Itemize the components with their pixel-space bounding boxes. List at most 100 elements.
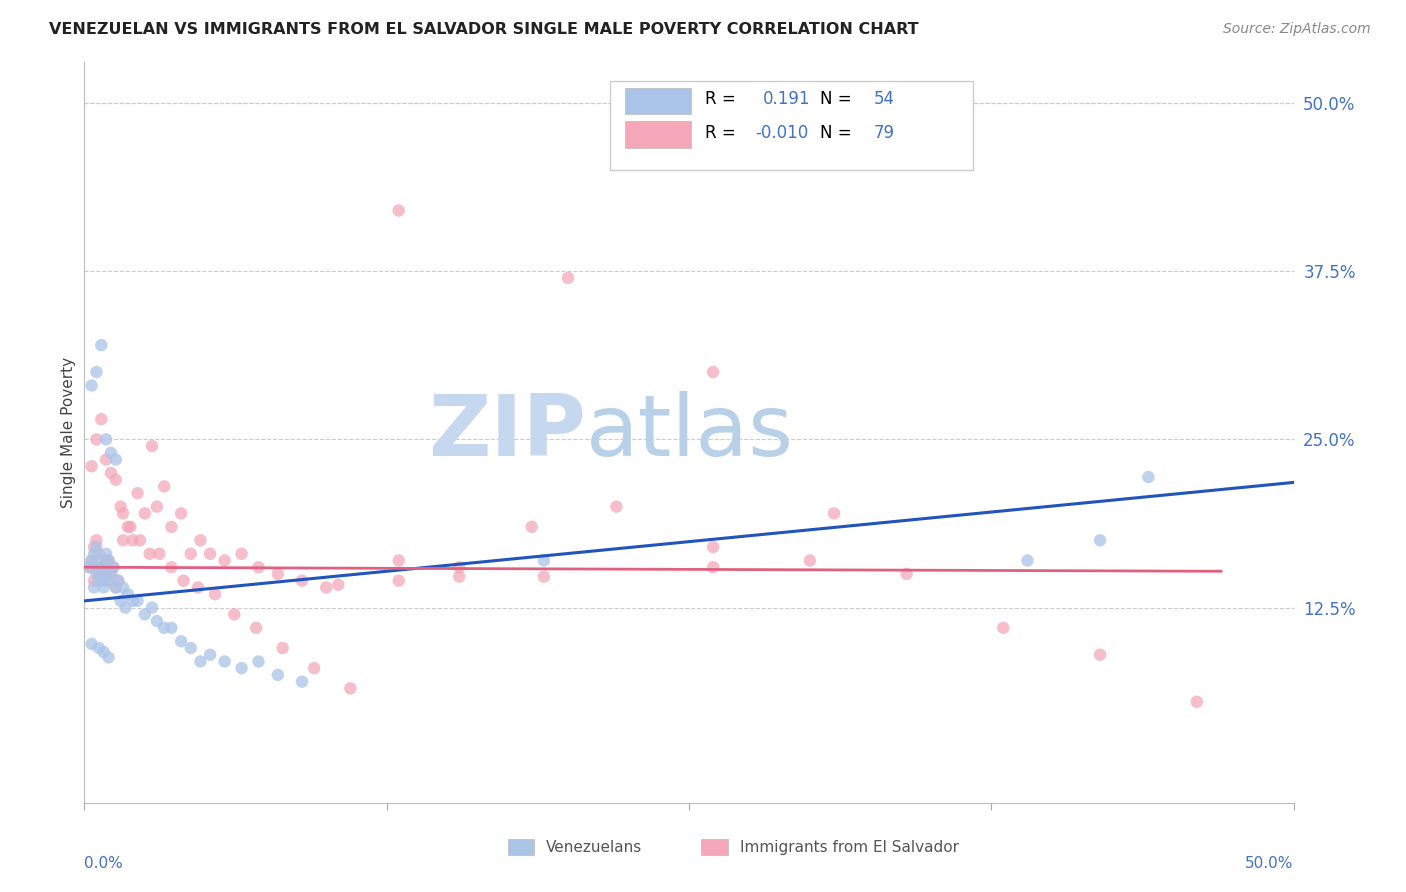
Point xyxy=(1017,553,1039,567)
Text: R =: R = xyxy=(704,124,741,142)
Point xyxy=(146,500,169,514)
Point xyxy=(702,365,724,379)
Point xyxy=(1088,533,1111,548)
Point xyxy=(86,533,108,548)
Point xyxy=(190,655,212,669)
Point xyxy=(799,553,821,567)
Text: 0.0%: 0.0% xyxy=(84,856,124,871)
Point xyxy=(112,581,135,595)
Point xyxy=(90,560,112,574)
Point xyxy=(896,566,918,581)
Point xyxy=(100,566,122,581)
Point xyxy=(100,446,122,460)
Point xyxy=(87,566,110,581)
Point xyxy=(388,574,411,588)
Point xyxy=(90,560,112,574)
Point xyxy=(328,578,350,592)
Point xyxy=(533,569,555,583)
Point xyxy=(97,553,120,567)
Point xyxy=(121,533,143,548)
Point xyxy=(291,574,314,588)
Point xyxy=(94,452,117,467)
Point xyxy=(449,569,471,583)
Point xyxy=(90,412,112,426)
Point xyxy=(315,581,337,595)
FancyBboxPatch shape xyxy=(508,839,534,855)
Point xyxy=(214,553,236,567)
Point xyxy=(267,668,290,682)
Text: Venezuelans: Venezuelans xyxy=(547,839,643,855)
Point xyxy=(97,574,120,588)
Text: N =: N = xyxy=(820,90,856,109)
FancyBboxPatch shape xyxy=(624,87,692,114)
Point xyxy=(112,507,135,521)
Point xyxy=(112,533,135,548)
Point xyxy=(557,270,579,285)
Point xyxy=(80,378,103,392)
Point xyxy=(83,540,105,554)
Point xyxy=(160,621,183,635)
Point xyxy=(87,553,110,567)
Point xyxy=(160,520,183,534)
Point xyxy=(86,433,108,447)
Point xyxy=(231,547,253,561)
Text: ZIP: ZIP xyxy=(429,391,586,475)
Text: Immigrants from El Salvador: Immigrants from El Salvador xyxy=(740,839,959,855)
Point xyxy=(104,452,127,467)
Point xyxy=(86,540,108,554)
Point xyxy=(153,479,176,493)
Point xyxy=(302,661,325,675)
Point xyxy=(94,566,117,581)
Point xyxy=(170,634,193,648)
Point xyxy=(80,553,103,567)
Point xyxy=(86,566,108,581)
Point xyxy=(90,566,112,581)
Text: 79: 79 xyxy=(875,124,896,142)
Point xyxy=(104,581,127,595)
Point xyxy=(83,547,105,561)
Point xyxy=(449,560,471,574)
Point xyxy=(823,507,845,521)
Point xyxy=(388,203,411,218)
Point xyxy=(146,614,169,628)
Point xyxy=(93,566,115,581)
Point xyxy=(134,607,156,622)
Point xyxy=(100,566,122,581)
Text: 54: 54 xyxy=(875,90,896,109)
Point xyxy=(993,621,1015,635)
FancyBboxPatch shape xyxy=(610,81,973,169)
Y-axis label: Single Male Poverty: Single Male Poverty xyxy=(60,357,76,508)
Point xyxy=(114,600,136,615)
Point xyxy=(94,553,117,567)
Text: Source: ZipAtlas.com: Source: ZipAtlas.com xyxy=(1223,22,1371,37)
Point xyxy=(100,466,122,480)
Point xyxy=(80,553,103,567)
Point xyxy=(97,650,120,665)
Point xyxy=(90,574,112,588)
Point xyxy=(224,607,246,622)
Point xyxy=(86,365,108,379)
Point xyxy=(117,520,139,534)
Point xyxy=(190,533,212,548)
Text: 50.0%: 50.0% xyxy=(1246,856,1294,871)
Text: R =: R = xyxy=(704,90,741,109)
Point xyxy=(702,540,724,554)
Point xyxy=(77,560,100,574)
Point xyxy=(339,681,361,696)
Point xyxy=(77,560,100,574)
Point xyxy=(245,621,267,635)
Point xyxy=(110,500,132,514)
Point xyxy=(120,520,142,534)
Point xyxy=(104,473,127,487)
Point xyxy=(80,459,103,474)
Point xyxy=(83,574,105,588)
Point xyxy=(1185,695,1208,709)
Point xyxy=(87,547,110,561)
Text: atlas: atlas xyxy=(586,391,794,475)
Point xyxy=(702,560,724,574)
Point xyxy=(93,574,115,588)
Point xyxy=(97,574,120,588)
Point xyxy=(141,439,163,453)
Point xyxy=(94,560,117,574)
Point xyxy=(93,560,115,574)
